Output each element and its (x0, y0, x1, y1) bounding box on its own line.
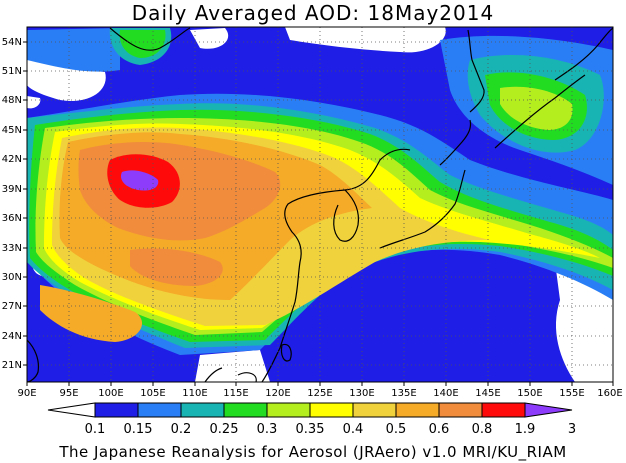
lon-label: 100E (98, 388, 123, 399)
lon-label: 135E (391, 388, 416, 399)
lat-label: 30N (2, 272, 22, 283)
lat-label: 39N (2, 184, 22, 195)
colorbar-swatch (309, 402, 354, 418)
colorbar-swatch-low (47, 402, 96, 418)
lat-label: 21N (2, 360, 22, 371)
lat-label: 48N (2, 95, 22, 106)
colorbar-labels: 0.1 0.15 0.2 0.25 0.3 0.35 0.4 0.5 0.6 0… (85, 422, 576, 437)
lat-label: 51N (2, 66, 22, 77)
colorbar-label: 0.4 (343, 422, 364, 437)
lon-label: 90E (17, 388, 36, 399)
colorbar-label: 0.8 (472, 422, 493, 437)
lat-label: 33N (2, 243, 22, 254)
aod-map: 90E 95E 100E 105E 110E 115E 120E 125E 13… (2, 26, 623, 437)
colorbar-label: 0.15 (124, 422, 153, 437)
colorbar-label: 0.6 (429, 422, 450, 437)
colorbar-swatch (438, 402, 483, 418)
lon-label: 115E (223, 388, 248, 399)
aod-field (27, 27, 613, 382)
colorbar-label: 0.1 (85, 422, 106, 437)
colorbar-swatch (395, 402, 440, 418)
lon-label: 95E (59, 388, 78, 399)
colorbar-label: 0.5 (386, 422, 407, 437)
colorbar-swatch (352, 402, 397, 418)
colorbar-label: 0.25 (210, 422, 239, 437)
colorbar-label: 0.3 (257, 422, 278, 437)
lat-labels: 54N 51N 48N 45N 42N 39N 36N 33N 30N 27N … (2, 37, 22, 371)
lon-label: 150E (517, 388, 542, 399)
colorbar-swatch (137, 402, 182, 418)
lon-label: 120E (265, 388, 290, 399)
lon-label: 125E (307, 388, 332, 399)
graticule (27, 27, 613, 382)
colorbar-swatch-high (524, 402, 573, 418)
lat-label: 36N (2, 213, 22, 224)
lon-label: 160E (597, 388, 622, 399)
colorbar-label: 0.35 (296, 422, 325, 437)
aod-band-1.9-3 (120, 170, 159, 191)
lat-label: 54N (2, 37, 22, 48)
lon-label: 145E (475, 388, 500, 399)
colorbar-label: 3 (568, 422, 576, 437)
lon-label: 105E (140, 388, 165, 399)
lat-label: 27N (2, 301, 22, 312)
tick-marks (23, 41, 614, 386)
lon-labels: 90E 95E 100E 105E 110E 115E 120E 125E 13… (17, 388, 622, 399)
colorbar-swatch (94, 402, 139, 418)
lat-label: 45N (2, 125, 22, 136)
lon-label: 110E (182, 388, 207, 399)
colorbar-label: 1.9 (515, 422, 536, 437)
lon-label: 130E (349, 388, 374, 399)
lon-label: 140E (433, 388, 458, 399)
map-title: Daily Averaged AOD: 18May2014 (131, 1, 495, 25)
lat-label: 24N (2, 331, 22, 342)
colorbar-swatch (481, 402, 526, 418)
colorbar-swatch (266, 402, 311, 418)
source-credit: The Japanese Reanalysis for Aerosol (JRA… (59, 443, 567, 461)
lat-label: 42N (2, 154, 22, 165)
colorbar-swatch (180, 402, 225, 418)
colorbar-swatch (223, 402, 268, 418)
colorbar (47, 402, 573, 418)
lon-label: 155E (559, 388, 584, 399)
colorbar-label: 0.2 (171, 422, 192, 437)
